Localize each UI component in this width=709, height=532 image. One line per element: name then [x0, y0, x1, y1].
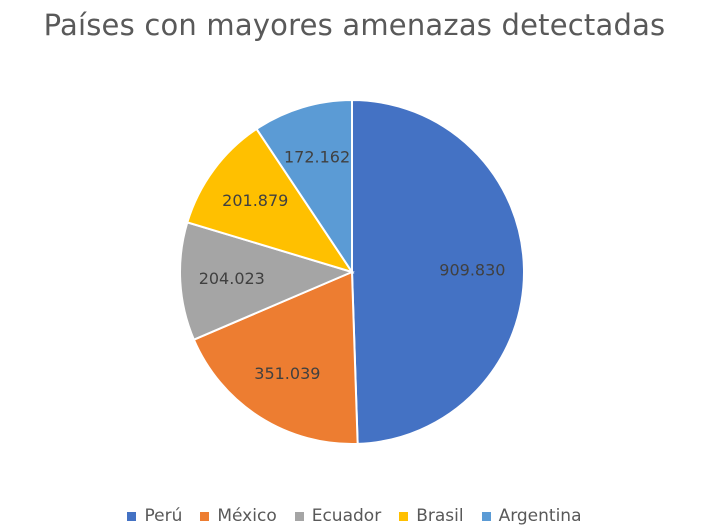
legend-item-0: Perú: [127, 506, 182, 526]
legend-item-4: Argentina: [481, 506, 582, 526]
data-label-0: 909.830: [439, 261, 505, 280]
legend-label-1: México: [217, 506, 277, 526]
legend-label-0: Perú: [144, 506, 183, 526]
legend-item-2: Ecuador: [294, 506, 382, 526]
data-label-1: 351.039: [254, 364, 320, 383]
pie-slice-2: [179, 221, 355, 341]
legend-label-3: Brasil: [416, 506, 464, 526]
legend-swatch-4: [481, 511, 491, 521]
legend: Perú México Ecuador Brasil Argentina: [0, 506, 709, 526]
chart-title: Países con mayores amenazas detectadas: [43, 8, 666, 42]
data-label-3: 201.879: [222, 191, 288, 210]
pie-slice-3: [186, 127, 355, 274]
legend-swatch-1: [200, 511, 210, 521]
data-label-2: 204.023: [199, 269, 265, 288]
legend-swatch-0: [127, 511, 137, 521]
pie-slice-1: [192, 270, 359, 445]
pie-slice-0: [351, 98, 525, 445]
legend-swatch-2: [294, 511, 304, 521]
legend-label-2: Ecuador: [311, 506, 382, 526]
legend-item-3: Brasil: [399, 506, 464, 526]
data-label-4: 172.162: [284, 147, 350, 166]
legend-item-1: México: [200, 506, 277, 526]
legend-label-4: Argentina: [498, 506, 582, 526]
legend-swatch-3: [399, 511, 409, 521]
pie-slice-4: [255, 98, 353, 276]
